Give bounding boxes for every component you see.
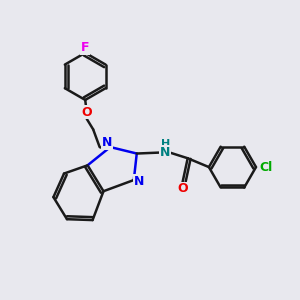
Text: O: O	[177, 182, 188, 195]
Text: H: H	[161, 139, 170, 149]
Text: O: O	[81, 106, 92, 119]
Text: N: N	[134, 175, 144, 188]
Text: F: F	[81, 41, 89, 54]
Text: N: N	[160, 146, 170, 159]
Text: Cl: Cl	[259, 160, 272, 174]
Text: N: N	[101, 136, 112, 149]
